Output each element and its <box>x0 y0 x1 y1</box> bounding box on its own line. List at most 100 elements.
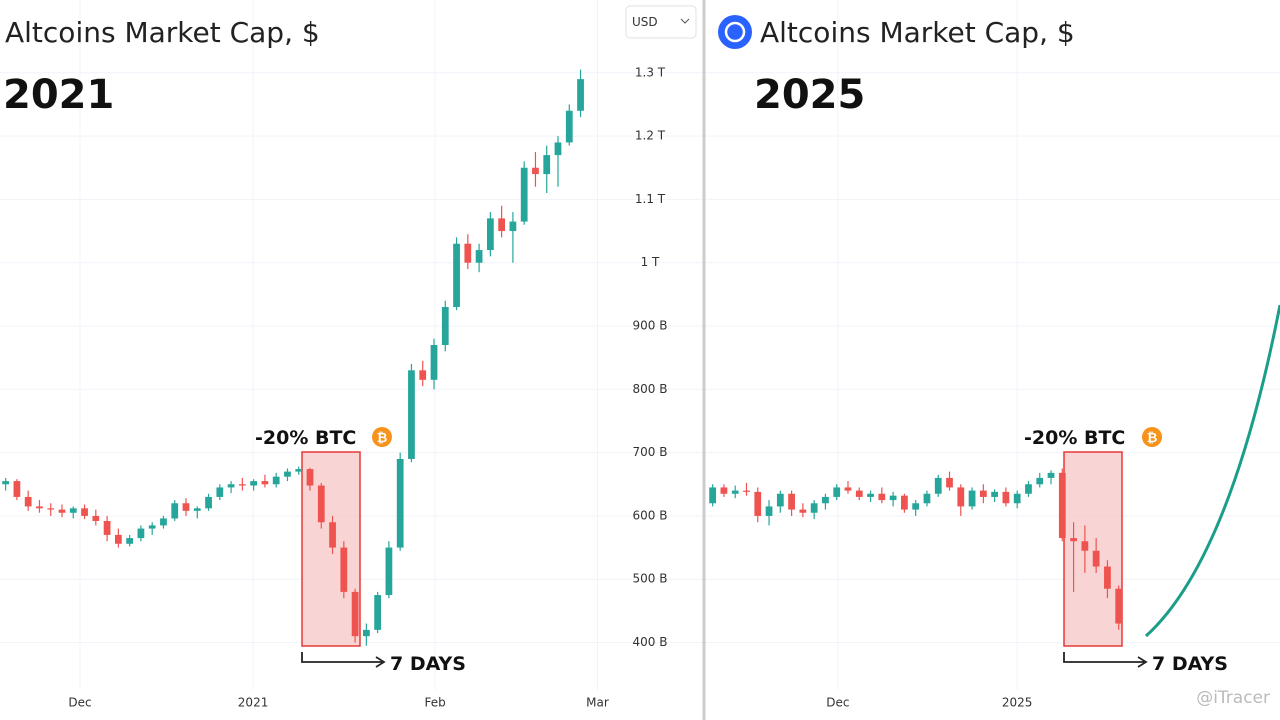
candle-body <box>577 79 584 111</box>
candle-body <box>182 503 190 511</box>
candle-body <box>13 481 21 497</box>
candle-body <box>754 491 762 516</box>
highlight-box <box>301 451 361 647</box>
y-tick-label: 600 B <box>633 508 668 522</box>
candle-body <box>81 508 88 516</box>
watermark: @iTracer <box>1196 688 1270 708</box>
candle-body <box>923 493 931 504</box>
candle-body <box>498 218 506 232</box>
candle-body <box>24 496 32 507</box>
bitcoin-icon <box>1142 427 1162 447</box>
candle-body <box>934 477 942 494</box>
candle-body <box>743 490 750 492</box>
candle-body <box>396 458 404 548</box>
candle-body <box>765 506 773 516</box>
candle-body <box>867 493 874 497</box>
candle-body <box>776 493 784 507</box>
candle-body <box>58 509 66 513</box>
candle-body <box>1047 472 1055 478</box>
candle-body <box>1025 484 1032 494</box>
candle-body <box>92 515 100 521</box>
arrow <box>301 652 386 668</box>
candle-body <box>543 155 551 175</box>
annotation: -20% BTC <box>255 427 356 449</box>
candle-body <box>878 493 886 501</box>
candle-body <box>509 221 517 232</box>
candle-body <box>1092 550 1100 567</box>
y-tick-label: 400 B <box>633 635 668 649</box>
candle-body <box>979 490 987 497</box>
candle-body <box>475 250 483 263</box>
logo-mark <box>724 21 746 43</box>
x-tick-label: Mar <box>586 696 609 710</box>
y-tick-label: 900 B <box>633 319 668 333</box>
select-box[interactable] <box>625 5 697 39</box>
candle-body <box>272 476 280 485</box>
arrow <box>1063 652 1148 668</box>
candle-body <box>554 142 562 156</box>
candle-body <box>69 508 77 513</box>
chevron <box>680 18 690 24</box>
candle-body <box>486 218 494 251</box>
candle-body <box>385 547 393 596</box>
candle-body <box>441 307 449 345</box>
candle-body <box>306 469 314 486</box>
candle-body <box>889 495 897 501</box>
y-tick-label: 700 B <box>633 445 668 459</box>
candle-body <box>799 509 807 513</box>
chart-title: Altcoins Market Cap, $ <box>5 16 320 49</box>
candle-body <box>47 508 55 510</box>
candle-body <box>317 485 325 523</box>
candle-body <box>329 522 336 548</box>
candle-body <box>520 167 528 222</box>
candle-body <box>250 481 258 486</box>
x-tick-label: Dec <box>826 696 849 710</box>
candle-body <box>103 520 111 535</box>
annotation: -20% BTC <box>1024 427 1125 449</box>
candle-body <box>227 484 235 488</box>
bitcoin-icon <box>372 427 392 447</box>
y-tick-label: 1.1 T <box>635 192 666 206</box>
candle-body <box>114 534 122 544</box>
candle-body <box>36 506 43 509</box>
annotation: 7 DAYS <box>390 653 466 675</box>
candle-body <box>284 471 291 477</box>
candle-body <box>126 538 134 544</box>
projection-curve <box>1144 304 1280 638</box>
candle-body <box>464 243 472 263</box>
candle-body <box>340 547 348 592</box>
candle-body <box>160 518 167 526</box>
candle-body <box>238 484 246 486</box>
y-tick-label: 1.3 T <box>635 65 666 79</box>
candle-body <box>565 110 573 143</box>
candle-body <box>362 629 370 637</box>
highlight-box <box>1063 451 1123 647</box>
candle-body <box>901 495 908 510</box>
annotation: 7 DAYS <box>1152 653 1228 675</box>
candle-body <box>295 469 303 472</box>
logo <box>718 15 752 49</box>
candle-body <box>946 477 953 488</box>
candle-body <box>2 481 10 485</box>
candle-body <box>1115 588 1123 624</box>
candle-body <box>148 525 156 529</box>
grid-layer <box>0 0 1280 690</box>
candle-body <box>1036 477 1044 485</box>
candle-body <box>193 508 201 511</box>
candle-body <box>720 487 728 494</box>
candle-body <box>351 591 359 637</box>
candle-body <box>419 370 427 380</box>
x-tick-label: 2021 <box>238 696 269 710</box>
candle-body <box>453 243 460 308</box>
currency-select[interactable]: USD <box>625 5 697 39</box>
candle-body <box>731 490 739 494</box>
candle-body <box>1070 538 1077 542</box>
bitcoin-icon-glyph: ₿ <box>1147 431 1158 446</box>
currency-label[interactable]: USD <box>632 15 658 29</box>
y-tick-label: 1 T <box>641 255 660 269</box>
y-tick-label: 500 B <box>633 572 668 586</box>
candle-body <box>205 496 212 509</box>
candle-body <box>844 487 852 491</box>
candle-body <box>374 595 382 630</box>
